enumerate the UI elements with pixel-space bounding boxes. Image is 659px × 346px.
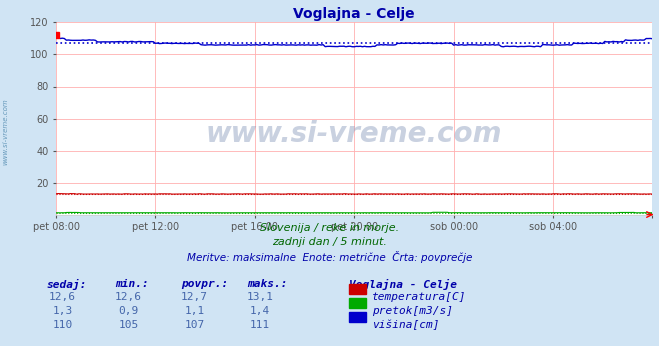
Text: www.si-vreme.com: www.si-vreme.com	[2, 98, 9, 165]
Text: sedaj:: sedaj:	[46, 279, 86, 290]
Text: 110: 110	[53, 320, 72, 330]
Text: 105: 105	[119, 320, 138, 330]
Text: 12,6: 12,6	[49, 292, 76, 302]
Text: višina[cm]: višina[cm]	[372, 320, 440, 330]
Text: maks.:: maks.:	[247, 279, 287, 289]
Text: www.si-vreme.com: www.si-vreme.com	[206, 120, 502, 148]
Text: 0,9: 0,9	[119, 306, 138, 316]
Title: Voglajna - Celje: Voglajna - Celje	[293, 7, 415, 21]
Text: 1,4: 1,4	[250, 306, 270, 316]
Text: min.:: min.:	[115, 279, 149, 289]
Text: 13,1: 13,1	[247, 292, 273, 302]
Text: 12,6: 12,6	[115, 292, 142, 302]
Text: 111: 111	[250, 320, 270, 330]
Text: 1,1: 1,1	[185, 306, 204, 316]
Text: temperatura[C]: temperatura[C]	[372, 292, 467, 302]
Text: povpr.:: povpr.:	[181, 279, 229, 289]
Text: 107: 107	[185, 320, 204, 330]
Text: zadnji dan / 5 minut.: zadnji dan / 5 minut.	[272, 237, 387, 247]
Text: Voglajna - Celje: Voglajna - Celje	[349, 279, 457, 290]
Text: Meritve: maksimalne  Enote: metrične  Črta: povprečje: Meritve: maksimalne Enote: metrične Črta…	[186, 251, 473, 263]
Text: 12,7: 12,7	[181, 292, 208, 302]
Text: 1,3: 1,3	[53, 306, 72, 316]
Text: pretok[m3/s]: pretok[m3/s]	[372, 306, 453, 316]
Text: Slovenija / reke in morje.: Slovenija / reke in morje.	[260, 223, 399, 233]
